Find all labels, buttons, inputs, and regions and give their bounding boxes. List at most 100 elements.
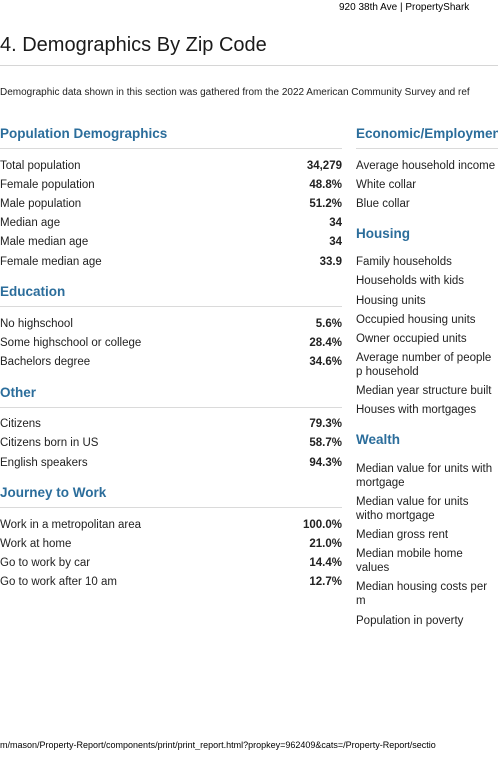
stat-row: Citizens born in US 58.7%: [0, 434, 342, 453]
page-header: 920 38th Ave | PropertyShark: [339, 2, 470, 13]
stat-row: White collar: [356, 175, 498, 194]
stat-label: Median mobile home values: [356, 548, 463, 575]
stat-row: Work at home 21.0%: [0, 534, 342, 553]
stat-label: Occupied housing units: [356, 313, 476, 326]
stat-label: Citizens: [0, 418, 41, 431]
stat-value: 12.7%: [309, 576, 342, 589]
group-heading: Housing: [356, 225, 410, 241]
stat-value: 58.7%: [309, 437, 342, 450]
stat-value: 34.6%: [309, 356, 342, 369]
stat-label: Total population: [0, 159, 81, 172]
group-other: Other Citizens 79.3% Citizens born in US 5…: [0, 383, 342, 473]
stat-label: Go to work after 10 am: [0, 576, 117, 589]
stat-label: Some highschool or college: [0, 336, 142, 349]
stat-row: Households with kids: [356, 272, 498, 291]
group-heading: Population Demographics: [0, 126, 168, 141]
title-divider: [0, 65, 498, 66]
stat-label: Male median age: [0, 236, 89, 249]
stat-label: Housing units: [356, 294, 426, 307]
stat-row: Blue collar: [356, 194, 498, 213]
stat-row: Go to work after 10 am 12.7%: [0, 573, 342, 592]
stat-value: 79.3%: [309, 418, 342, 431]
group-heading: Wealth: [356, 432, 401, 448]
left-column: Population Demographics Total population…: [0, 124, 342, 592]
stat-value: 5.6%: [315, 317, 342, 330]
stat-row: Population in poverty: [356, 611, 498, 630]
stat-row: Citizens 79.3%: [0, 415, 342, 434]
stat-label: Median housing costs per m: [356, 581, 488, 608]
stat-label: Median value for units witho mortgage: [356, 495, 469, 522]
stat-value: 28.4%: [309, 336, 342, 349]
stat-label: Median age: [0, 217, 61, 230]
stat-row: Work in a metropolitan area 100.0%: [0, 515, 342, 534]
stat-row: Houses with mortgages: [356, 401, 498, 420]
stat-value: 34,279: [306, 159, 342, 172]
group-wealth: Wealth Median value for units with mortg…: [356, 430, 498, 630]
stat-label: Citizens born in US: [0, 437, 99, 450]
group-divider: [0, 507, 342, 509]
stat-row: Occupied housing units: [356, 310, 498, 329]
group-economic-employment: Economic/Employmen Average household inc…: [356, 124, 498, 214]
stat-row: Median year structure built: [356, 382, 498, 401]
stat-row: Total population 34,279: [0, 156, 342, 175]
stat-row: Female median age 33.9: [0, 252, 342, 271]
stat-row: Family households: [356, 253, 498, 272]
stat-label: White collar: [356, 178, 417, 191]
group-heading: Economic/Employmen: [356, 126, 498, 141]
stat-label: No highschool: [0, 317, 73, 330]
stat-row: Median value for units with mortgage: [356, 459, 498, 492]
stat-value: 94.3%: [309, 456, 342, 469]
stat-label: Go to work by car: [0, 557, 91, 570]
section-title: 4. Demographics By Zip Code: [0, 34, 267, 56]
stat-label: Population in poverty: [356, 614, 464, 627]
group-divider: [356, 148, 498, 149]
stat-row: Median mobile home values: [356, 545, 498, 578]
stat-label: Average number of people p household: [356, 352, 492, 379]
group-heading: Education: [0, 284, 66, 300]
stat-label: Houses with mortgages: [356, 404, 477, 417]
stat-value: 100.0%: [302, 518, 342, 531]
group-housing: Housing Family households Households wit…: [356, 224, 498, 421]
stat-label: Median year structure built: [356, 385, 492, 398]
stat-label: Family households: [356, 256, 452, 269]
group-education: Education No highschool 5.6% Some highsch…: [0, 282, 342, 372]
stat-row: Median value for units witho mortgage: [356, 492, 498, 525]
stat-label: Work in a metropolitan area: [0, 518, 142, 531]
stat-label: Average household income: [356, 159, 496, 172]
stat-value: 33.9: [319, 255, 342, 268]
group-spacer: [356, 450, 498, 459]
stat-label: Work at home: [0, 538, 72, 551]
stat-label: Median gross rent: [356, 529, 449, 542]
stat-label: Households with kids: [356, 275, 465, 288]
stat-row: English speakers 94.3%: [0, 453, 342, 472]
stat-row: Go to work by car 14.4%: [0, 554, 342, 573]
stat-label: Bachelors degree: [0, 356, 91, 369]
group-divider: [0, 406, 342, 408]
stat-label: English speakers: [0, 456, 88, 469]
stat-row: Median housing costs per m: [356, 578, 498, 611]
stat-label: Owner occupied units: [356, 332, 467, 345]
stat-label: Female population: [0, 178, 95, 191]
print-url-footer: m/mason/Property-Report/components/print…: [0, 740, 436, 750]
stat-row: Some highschool or college 28.4%: [0, 333, 342, 352]
group-heading: Other: [0, 384, 37, 400]
stat-row: Bachelors degree 34.6%: [0, 353, 342, 372]
stat-row: Female population 48.8%: [0, 175, 342, 194]
group-divider: [0, 306, 342, 308]
section-intro: Demographic data shown in this section w…: [0, 87, 470, 98]
group-divider: [0, 148, 342, 149]
stat-row: Male median age 34: [0, 233, 342, 252]
stat-row: Median age 34: [0, 214, 342, 233]
stat-value: 34: [329, 236, 342, 249]
group-journey-to-work: Journey to Work Work in a metropolitan a…: [0, 483, 342, 592]
stat-value: 21.0%: [309, 538, 342, 551]
right-column: Economic/Employmen Average household inc…: [356, 124, 498, 630]
stat-value: 14.4%: [309, 557, 342, 570]
group-population-demographics: Population Demographics Total population…: [0, 124, 342, 271]
stat-value: 51.2%: [309, 197, 342, 210]
stat-label: Male population: [0, 197, 82, 210]
stat-value: 48.8%: [309, 178, 342, 191]
stat-label: Female median age: [0, 255, 102, 268]
stat-row: Average household income: [356, 156, 498, 175]
stat-row: Male population 51.2%: [0, 194, 342, 213]
